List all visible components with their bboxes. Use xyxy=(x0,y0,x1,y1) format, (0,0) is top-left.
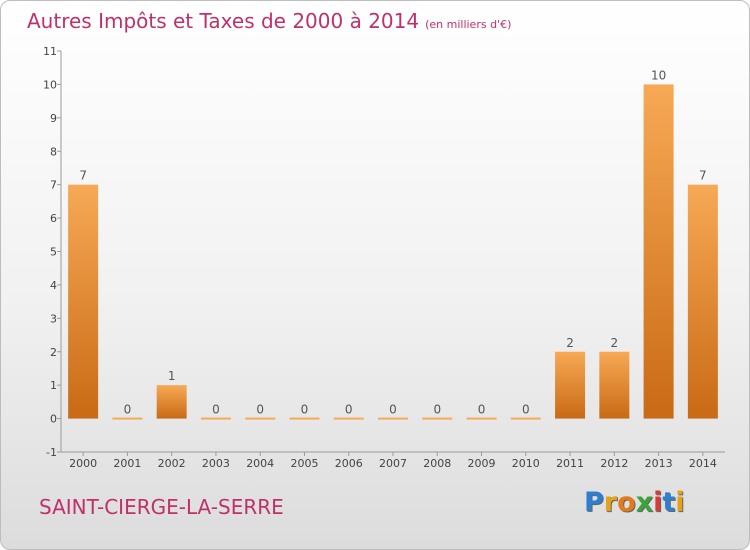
brand-letter: r xyxy=(603,487,618,518)
y-tick-label: 4 xyxy=(50,279,57,292)
x-tick-label-2007: 2007 xyxy=(379,457,407,470)
x-tick-label-2002: 2002 xyxy=(158,457,186,470)
x-tick-label-2000: 2000 xyxy=(69,457,97,470)
value-label-2011: 2 xyxy=(566,336,574,350)
value-label-2009: 0 xyxy=(478,403,486,417)
title-row: Autres Impôts et Taxes de 2000 à 2014 (en… xyxy=(27,9,511,33)
bar-2003 xyxy=(200,417,231,420)
bar-2013 xyxy=(643,84,674,419)
value-label-2012: 2 xyxy=(611,336,619,350)
value-label-2005: 0 xyxy=(301,403,309,417)
x-tick-label-2011: 2011 xyxy=(556,457,584,470)
bar-2010 xyxy=(510,417,541,420)
value-label-2000: 7 xyxy=(79,169,87,183)
brand-letter: x xyxy=(635,487,654,518)
brand-logo: Proxiti xyxy=(584,487,685,518)
chart-unit-label: (en milliers d'€) xyxy=(425,18,512,31)
value-label-2004: 0 xyxy=(256,403,264,417)
y-tick-label: 1 xyxy=(50,379,57,392)
value-label-2014: 7 xyxy=(699,169,707,183)
value-label-2007: 0 xyxy=(389,403,397,417)
bar-2001 xyxy=(112,417,143,420)
y-tick-label: 8 xyxy=(50,145,57,158)
bar-2009 xyxy=(466,417,497,420)
bar-2014 xyxy=(687,184,718,419)
x-tick-label-2009: 2009 xyxy=(468,457,496,470)
y-tick-label: 11 xyxy=(43,45,57,58)
bar-2008 xyxy=(422,417,453,420)
bar-2012 xyxy=(599,351,630,419)
value-label-2001: 0 xyxy=(124,403,132,417)
bar-2005 xyxy=(289,417,320,420)
x-tick-label-2010: 2010 xyxy=(512,457,540,470)
bar-2002 xyxy=(156,385,187,419)
x-tick-label-2014: 2014 xyxy=(689,457,717,470)
bar-2006 xyxy=(333,417,364,420)
brand-letter: t xyxy=(662,487,676,518)
x-tick-label-2013: 2013 xyxy=(645,457,673,470)
brand-letter: i xyxy=(675,487,685,518)
y-tick-label: 10 xyxy=(43,78,57,91)
x-tick-label-2005: 2005 xyxy=(290,457,318,470)
y-tick-label: 3 xyxy=(50,312,57,325)
brand-letter: i xyxy=(653,487,663,518)
value-label-2006: 0 xyxy=(345,403,353,417)
value-label-2008: 0 xyxy=(433,403,441,417)
x-tick-label-2003: 2003 xyxy=(202,457,230,470)
y-tick-label: 9 xyxy=(50,112,57,125)
brand-letter: P xyxy=(584,487,604,518)
value-label-2003: 0 xyxy=(212,403,220,417)
y-tick-label: 5 xyxy=(50,246,57,259)
bar-2000 xyxy=(68,184,99,419)
value-label-2002: 1 xyxy=(168,369,176,383)
y-tick-label: -1 xyxy=(46,446,57,459)
bar-2007 xyxy=(378,417,408,420)
bar-2004 xyxy=(245,417,276,420)
y-tick-label: 6 xyxy=(50,212,57,225)
x-tick-label-2006: 2006 xyxy=(335,457,363,470)
y-tick-label: 7 xyxy=(50,179,57,192)
x-tick-label-2001: 2001 xyxy=(113,457,141,470)
x-tick-label-2008: 2008 xyxy=(423,457,451,470)
y-tick-label: 2 xyxy=(50,346,57,359)
bar-2011 xyxy=(555,351,586,419)
x-tick-label-2012: 2012 xyxy=(600,457,628,470)
chart-title: Autres Impôts et Taxes de 2000 à 2014 xyxy=(27,9,420,33)
y-tick-label: 0 xyxy=(50,413,57,426)
x-tick-label-2004: 2004 xyxy=(246,457,274,470)
commune-name: SAINT-CIERGE-LA-SERRE xyxy=(39,495,284,519)
value-label-2010: 0 xyxy=(522,403,530,417)
brand-letter: o xyxy=(617,487,636,518)
value-label-2013: 10 xyxy=(651,68,666,82)
